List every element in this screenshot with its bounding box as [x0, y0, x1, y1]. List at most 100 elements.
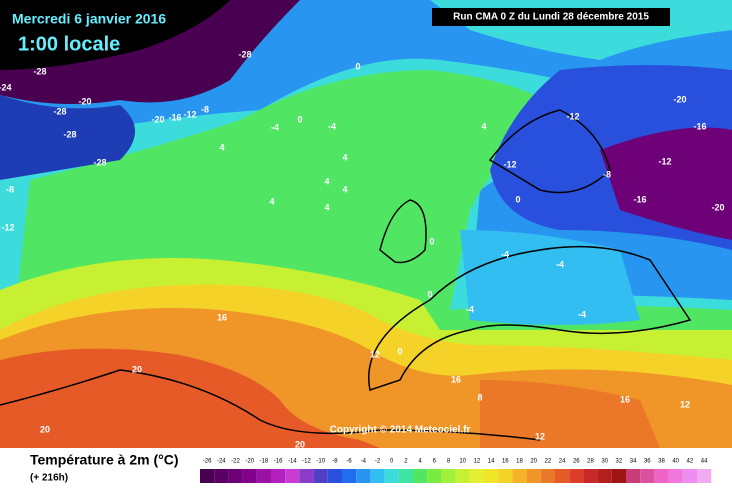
- colorbar-tick-label: 26: [573, 459, 580, 465]
- colorbar-tick-label: 34: [630, 459, 637, 465]
- colorbar-tick-label: 40: [672, 459, 679, 465]
- contour-label: -12: [566, 111, 579, 121]
- colorbar-tick-label: -24: [217, 459, 226, 465]
- colorbar-cell: [228, 469, 243, 483]
- contour-label: 16: [451, 374, 461, 384]
- contour-label: 20: [132, 364, 142, 374]
- contour-label: -12: [503, 159, 516, 169]
- colorbar-cell: [484, 469, 499, 483]
- colorbar-cell: [214, 469, 229, 483]
- colorbar-tick-label: -18: [260, 459, 269, 465]
- colorbar-tick-label: 10: [459, 459, 466, 465]
- contour-label: -28: [33, 66, 46, 76]
- contour-label: -12: [658, 156, 671, 166]
- colorbar-cell: [271, 469, 286, 483]
- contour-label: 0: [297, 114, 302, 124]
- colorbar-tick-label: 12: [474, 459, 481, 465]
- colorbar-tick-label: 6: [433, 459, 437, 465]
- contour-label: -8: [603, 169, 611, 179]
- contour-label: 20: [295, 439, 305, 449]
- colorbar-cell: [611, 469, 626, 483]
- colorbar-cell: [370, 469, 385, 483]
- contour-label: -20: [673, 94, 686, 104]
- forecast-date: Mercredi 6 janvier 2016: [12, 11, 166, 27]
- contour-label: 16: [217, 312, 227, 322]
- contour-label: 0: [515, 194, 520, 204]
- colorbar-tick-label: 14: [488, 459, 495, 465]
- colorbar-cell: [682, 469, 697, 483]
- colorbar-cell: [697, 469, 712, 483]
- run-info: Run CMA 0 Z du Lundi 28 décembre 2015: [453, 12, 649, 23]
- contour-label: -4: [578, 309, 586, 319]
- run-box: [432, 8, 670, 26]
- contour-label: -28: [238, 49, 251, 59]
- colorbar-tick-label: 44: [701, 459, 708, 465]
- colorbar-tick-label: 22: [545, 459, 552, 465]
- colorbar-cell: [327, 469, 342, 483]
- colorbar-tick-label: 18: [516, 459, 523, 465]
- colorbar-tick-label: -2: [375, 459, 381, 465]
- contour-label: -4: [466, 304, 474, 314]
- contour-label: -8: [6, 184, 14, 194]
- contour-label: -8: [201, 104, 209, 114]
- colorbar-tick-label: 36: [644, 459, 651, 465]
- colorbar-tick-label: -4: [361, 459, 367, 465]
- colorbar-cell: [498, 469, 513, 483]
- colorbar-cell: [441, 469, 456, 483]
- contour-label: -16: [633, 194, 646, 204]
- contour-labels: -28-28-24-28-20-28-28-20-16-12-804-40-44…: [0, 49, 725, 449]
- colorbar-cell: [455, 469, 470, 483]
- legend-title: Température à 2m (°C): [30, 452, 179, 468]
- colorbar-tick-label: -16: [274, 459, 283, 465]
- colorbar-cell: [668, 469, 683, 483]
- contour-label: -28: [63, 129, 76, 139]
- contour-label: -4: [501, 249, 509, 259]
- colorbar-tick-label: -10: [316, 459, 325, 465]
- colorbar-cell: [256, 469, 271, 483]
- contour-label: 4: [342, 152, 347, 162]
- colorbar-cell: [398, 469, 413, 483]
- colorbar-tick-label: 28: [587, 459, 594, 465]
- colorbar-cell: [526, 469, 541, 483]
- colorbar-cell: [384, 469, 399, 483]
- colorbar-cell: [285, 469, 300, 483]
- colorbar-cell: [640, 469, 655, 483]
- contour-label: 0: [355, 61, 360, 71]
- colorbar-cell: [569, 469, 584, 483]
- coastlines: [0, 109, 692, 441]
- colorbar-cell: [540, 469, 555, 483]
- contour-label: -20: [711, 202, 724, 212]
- colorbar-cell: [654, 469, 669, 483]
- legend-lead: (+ 216h): [30, 473, 68, 484]
- contour-label: -16: [693, 121, 706, 131]
- colorbar-tick-label: 30: [601, 459, 608, 465]
- colorbar-tick-label: -14: [288, 459, 297, 465]
- contour-label: 4: [324, 202, 329, 212]
- contour-label: 0: [429, 236, 434, 246]
- colorbar-cell: [583, 469, 598, 483]
- colorbar: -26 -24 -22 -20 -18 -16 -14 -12 -10 -8 -6 -4 -2 0 2 4 6 8…: [200, 459, 712, 483]
- contour-label: 20: [40, 424, 50, 434]
- contour-label: 0: [427, 289, 432, 299]
- colorbar-cell: [413, 469, 428, 483]
- colorbar-tick-label: -8: [332, 459, 338, 465]
- contour-label: -12: [183, 109, 196, 119]
- colorbar-tick-label: 32: [616, 459, 623, 465]
- temperature-fields: [0, 0, 732, 449]
- contour-label: 4: [269, 196, 274, 206]
- contour-label: 4: [481, 121, 486, 131]
- colorbar-cell: [597, 469, 612, 483]
- contour-label: 0: [397, 346, 402, 356]
- colorbar-cell: [313, 469, 328, 483]
- colorbar-cell: [626, 469, 641, 483]
- contour-label: -16: [168, 112, 181, 122]
- colorbar-cell: [555, 469, 570, 483]
- colorbar-tick-label: 42: [687, 459, 694, 465]
- contour-label: 4: [324, 176, 329, 186]
- colorbar-cell: [512, 469, 527, 483]
- colorbar-tick-label: 4: [418, 459, 422, 465]
- contour-label: -12: [1, 222, 14, 232]
- contour-label: 12: [370, 349, 380, 359]
- colorbar-tick-label: -12: [302, 459, 311, 465]
- colorbar-tick-label: 24: [559, 459, 566, 465]
